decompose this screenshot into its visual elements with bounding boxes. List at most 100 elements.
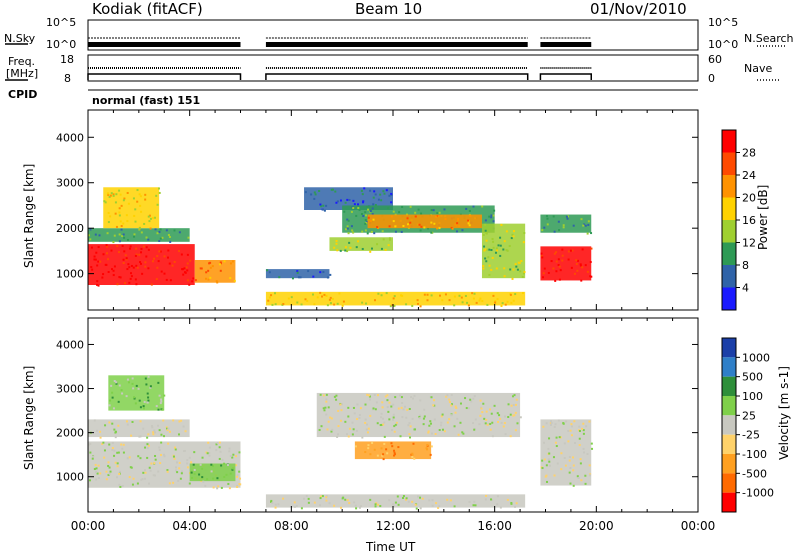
power-speckle [120, 225, 123, 228]
power-speckle [357, 240, 360, 243]
velocity-speckle [157, 424, 160, 427]
power-speckle [376, 225, 379, 228]
power-speckle [495, 267, 498, 270]
velocity-speckle [425, 447, 428, 450]
velocity-speckle [186, 459, 189, 462]
power-speckle [566, 217, 569, 220]
power-speckle [369, 189, 372, 192]
velocity-speckle [305, 494, 308, 497]
velocity-speckle [560, 452, 563, 455]
power-speckle [110, 192, 113, 195]
velocity-speckle [386, 452, 389, 455]
velocity-speckle [382, 423, 385, 426]
power-speckle [492, 240, 495, 243]
velocity-speckle [144, 471, 147, 474]
velocity-speckle [431, 499, 434, 502]
velocity-speckle [139, 406, 142, 409]
power-speckle [414, 211, 417, 214]
velocity-speckle [584, 482, 587, 485]
velocity-speckle [114, 461, 117, 464]
power-speckle [345, 228, 348, 231]
power-speckle [443, 208, 446, 211]
power-speckle [453, 304, 456, 307]
velocity-speckle [88, 443, 91, 446]
power-speckle [523, 232, 526, 235]
velocity-speckle [448, 401, 451, 404]
velocity-speckle [386, 406, 389, 409]
velocity-ytick-label: 1000 [56, 471, 84, 484]
power-speckle [346, 198, 349, 201]
power-speckle [510, 237, 513, 240]
velocity-speckle [413, 457, 416, 460]
power-speckle [165, 278, 168, 281]
velocity-speckle [339, 403, 342, 406]
velocity-speckle [154, 454, 157, 457]
velocity-speckle [359, 505, 362, 508]
power-speckle [181, 268, 184, 271]
power-speckle [130, 264, 133, 267]
power-speckle [416, 302, 419, 305]
velocity-speckle [149, 386, 152, 389]
power-speckle [547, 271, 550, 274]
power-speckle [514, 263, 517, 266]
velocity-speckle [364, 403, 367, 406]
power-speckle [371, 207, 374, 210]
power-speckle [503, 267, 506, 270]
power-speckle [142, 245, 145, 248]
power-region-0 [88, 244, 195, 287]
power-speckle [104, 263, 107, 266]
velocity-speckle [512, 404, 515, 407]
velocity-speckle [543, 441, 546, 444]
velocity-speckle [450, 404, 453, 407]
velocity-speckle [565, 420, 568, 423]
velocity-speckle [380, 416, 383, 419]
velocity-speckle [427, 431, 430, 434]
power-speckle [464, 294, 467, 297]
velocity-speckle [231, 456, 234, 459]
power-speckle [580, 218, 583, 221]
velocity-speckle [365, 428, 368, 431]
power-speckle [419, 305, 422, 308]
velocity-speckle [426, 444, 429, 447]
power-speckle [495, 247, 498, 250]
power-speckle [582, 224, 585, 227]
velocity-speckle [554, 423, 557, 426]
power-region-9 [481, 223, 526, 280]
velocity-speckle [379, 424, 382, 427]
velocity-speckle [434, 432, 437, 435]
power-speckle [367, 216, 370, 219]
power-speckle [365, 214, 368, 217]
velocity-speckle [493, 404, 496, 407]
velocity-speckle [346, 499, 349, 502]
power-speckle [178, 231, 181, 234]
velocity-speckle [469, 398, 472, 401]
velocity-speckle [165, 426, 168, 429]
velocity-speckle [373, 394, 376, 397]
power-speckle [467, 304, 470, 307]
power-speckle [511, 233, 514, 236]
velocity-speckle [133, 397, 136, 400]
power-colorbar-cell [722, 220, 736, 243]
power-speckle [573, 272, 576, 275]
power-speckle [106, 232, 109, 235]
velocity-speckle [367, 447, 370, 450]
velocity-speckle [159, 462, 162, 465]
power-speckle [451, 227, 454, 230]
power-speckle [331, 297, 334, 300]
power-speckle [347, 219, 350, 222]
velocity-speckle [491, 421, 494, 424]
velocity-speckle [340, 506, 343, 509]
velocity-speckle [186, 466, 189, 469]
power-speckle [570, 266, 573, 269]
power-speckle [562, 224, 565, 227]
power-speckle [278, 276, 281, 279]
power-speckle [313, 197, 316, 200]
velocity-speckle [163, 435, 166, 438]
power-speckle [420, 225, 423, 228]
velocity-speckle [467, 407, 470, 410]
power-speckle [461, 229, 464, 232]
power-speckle [346, 250, 349, 253]
velocity-speckle [122, 443, 125, 446]
velocity-speckle [376, 394, 379, 397]
velocity-speckle [188, 482, 191, 485]
